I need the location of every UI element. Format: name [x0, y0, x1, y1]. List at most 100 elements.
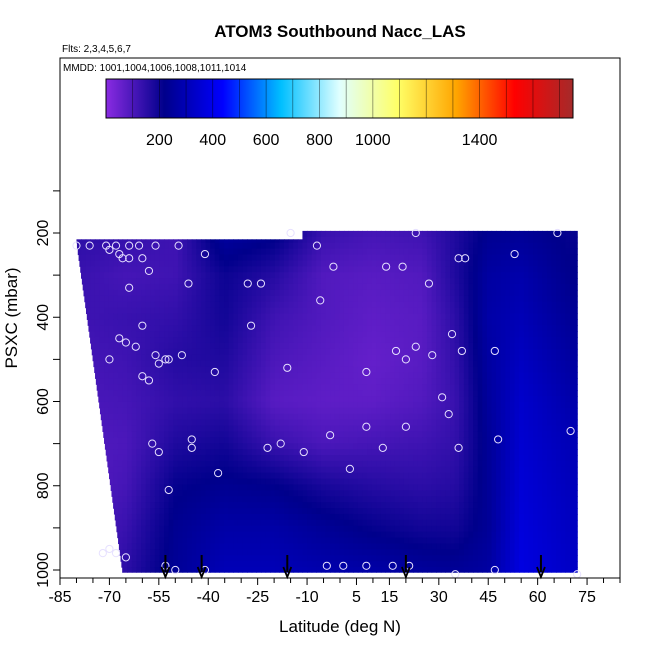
- heatmap-cell: [187, 508, 193, 515]
- heatmap-cell: [122, 354, 128, 362]
- heatmap-cell: [270, 366, 276, 374]
- heatmap-cell: [196, 366, 202, 374]
- heatmap-cell: [182, 537, 188, 545]
- heatmap-cell: [159, 413, 165, 421]
- heatmap-cell: [274, 466, 280, 474]
- heatmap-cell: [127, 390, 133, 397]
- heatmap-cell: [482, 519, 488, 527]
- heatmap-cell: [367, 384, 373, 391]
- heatmap-cell: [394, 278, 400, 285]
- heatmap-cell: [237, 437, 244, 444]
- heatmap-cell: [431, 519, 437, 527]
- heatmap-cell: [445, 325, 451, 332]
- heatmap-cell: [436, 472, 442, 480]
- heatmap-cell: [99, 319, 105, 326]
- heatmap-cell: [288, 484, 294, 491]
- heatmap-cell: [141, 443, 147, 450]
- heatmap-cell: [357, 266, 363, 273]
- heatmap-cell: [450, 260, 456, 267]
- heatmap-cell: [288, 239, 294, 244]
- heatmap-cell: [191, 319, 197, 326]
- heatmap-cell: [242, 549, 248, 556]
- heatmap-cell: [182, 313, 188, 320]
- heatmap-cell: [117, 466, 124, 474]
- heatmap-cell: [477, 567, 483, 573]
- heatmap-cell: [473, 266, 479, 273]
- heatmap-cell: [376, 289, 382, 297]
- heatmap-cell: [85, 283, 91, 291]
- heatmap-cell: [426, 454, 433, 462]
- heatmap-cell: [233, 484, 239, 491]
- heatmap-cell: [187, 396, 193, 403]
- heatmap-cell: [399, 313, 405, 320]
- heatmap-cell: [463, 331, 470, 338]
- heatmap-cell: [422, 555, 428, 562]
- heatmap-cell: [187, 496, 193, 503]
- heatmap-cell: [108, 396, 114, 403]
- heatmap-cell: [210, 354, 216, 362]
- heatmap-cell: [141, 384, 147, 391]
- heatmap-cell: [348, 348, 354, 356]
- heatmap-cell: [219, 301, 225, 309]
- heatmap-cell: [94, 283, 101, 291]
- heatmap-cell: [426, 413, 433, 421]
- heatmap-cell: [173, 561, 179, 568]
- heatmap-cell: [445, 531, 451, 539]
- heatmap-cell: [380, 437, 387, 444]
- heatmap-cell: [417, 230, 423, 238]
- heatmap-cell: [196, 307, 202, 315]
- heatmap-cell: [177, 472, 184, 480]
- heatmap-cell: [422, 230, 428, 238]
- heatmap-cell: [196, 519, 202, 527]
- heatmap-cell: [104, 331, 110, 338]
- heatmap-cell: [371, 331, 377, 338]
- heatmap-cell: [90, 337, 96, 344]
- heatmap-cell: [242, 342, 248, 350]
- heatmap-cell: [390, 496, 396, 503]
- heatmap-cell: [394, 272, 400, 279]
- heatmap-cell: [173, 496, 179, 503]
- heatmap-cell: [196, 401, 202, 409]
- heatmap-cell: [136, 525, 142, 533]
- heatmap-cell: [173, 502, 179, 509]
- heatmap-cell: [334, 230, 340, 238]
- heatmap-cell: [320, 384, 327, 391]
- heatmap-cell: [260, 354, 267, 362]
- heatmap-cell: [302, 260, 308, 267]
- heatmap-cell: [320, 236, 327, 244]
- heatmap-cell: [279, 319, 285, 326]
- heatmap-cell: [177, 313, 184, 320]
- heatmap-cell: [367, 307, 373, 315]
- heatmap-cell: [127, 466, 133, 474]
- heatmap-cell: [182, 454, 188, 462]
- heatmap-cell: [362, 295, 368, 303]
- heatmap-cell: [413, 490, 419, 497]
- heatmap-cell: [357, 313, 363, 320]
- heatmap-cell: [353, 525, 359, 533]
- heatmap-cell: [150, 390, 156, 397]
- heatmap-cell: [210, 443, 216, 450]
- heatmap-cell: [274, 419, 280, 427]
- heatmap-cell: [362, 478, 368, 486]
- heatmap-cell: [127, 331, 133, 338]
- heatmap-cell: [260, 537, 267, 545]
- heatmap-cell: [168, 307, 174, 315]
- heatmap-cell: [200, 443, 207, 450]
- heatmap-cell: [293, 396, 299, 403]
- heatmap-cell: [334, 289, 340, 297]
- heatmap-cell: [150, 325, 156, 332]
- heatmap-cell: [274, 319, 280, 326]
- heatmap-cell: [362, 502, 368, 509]
- heatmap-cell: [463, 254, 470, 261]
- heatmap-cell: [496, 230, 502, 238]
- heatmap-cell: [237, 537, 244, 545]
- heatmap-cell: [417, 508, 423, 515]
- heatmap-cell: [408, 555, 414, 562]
- heatmap-cell: [284, 378, 290, 385]
- heatmap-cell: [339, 407, 345, 415]
- heatmap-cell: [380, 342, 387, 350]
- heatmap-cell: [150, 537, 156, 545]
- heatmap-cell: [177, 319, 184, 326]
- heatmap-cell: [265, 325, 271, 332]
- heatmap-cell: [145, 519, 151, 527]
